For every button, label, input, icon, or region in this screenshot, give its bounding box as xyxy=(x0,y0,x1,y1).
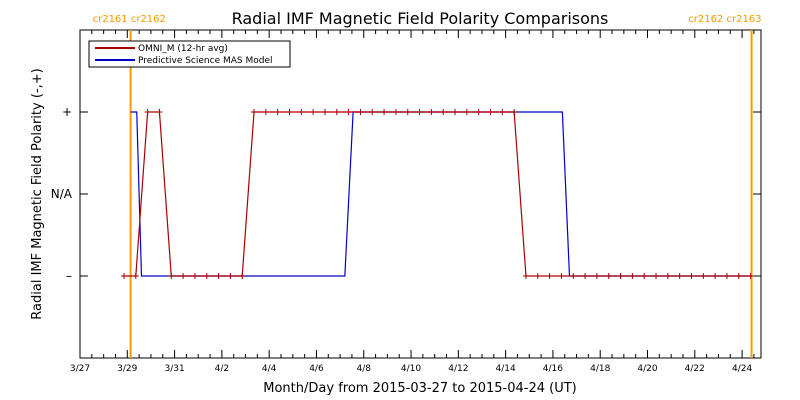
data-point-marker xyxy=(381,109,388,115)
x-tick-label: 4/16 xyxy=(543,364,563,374)
data-point-marker xyxy=(605,273,612,279)
plot-frame xyxy=(79,29,762,359)
data-point-marker xyxy=(676,273,683,279)
data-point-marker xyxy=(641,273,648,279)
series-line xyxy=(123,111,751,277)
data-point-marker xyxy=(534,273,541,279)
data-point-marker xyxy=(522,273,529,279)
carrington-label: cr2162 cr2163 xyxy=(688,14,761,25)
data-point-marker xyxy=(215,273,222,279)
carrington-labels: cr2161 cr2162 cr2162 cr2163 xyxy=(93,14,762,25)
y-level-label: N/A xyxy=(51,187,73,201)
data-point-marker xyxy=(700,273,707,279)
x-tick-label: 3/27 xyxy=(70,364,90,374)
data-point-marker xyxy=(428,109,435,115)
carrington-rotation-lines xyxy=(129,30,753,358)
data-point-marker xyxy=(239,273,246,279)
data-point-marker xyxy=(570,273,577,279)
data-point-marker xyxy=(723,273,730,279)
data-point-marker xyxy=(499,109,506,115)
data-point-marker xyxy=(463,109,470,115)
y-level-label: + xyxy=(62,105,72,119)
data-point-marker xyxy=(357,109,364,115)
data-point-marker xyxy=(144,109,151,115)
legend-box xyxy=(88,40,291,68)
x-tick-label: 4/4 xyxy=(262,364,277,374)
data-point-marker xyxy=(712,273,719,279)
data-point-marker xyxy=(168,273,175,279)
data-point-marker xyxy=(156,109,163,115)
legend-label-model: Predictive Science MAS Model xyxy=(138,56,273,66)
data-point-marker xyxy=(452,109,459,115)
data-point-marker xyxy=(191,273,198,279)
data-point-marker xyxy=(558,273,565,279)
data-point-marker xyxy=(132,273,139,279)
x-axis-label: Month/Day from 2015-03-27 to 2015-04-24 … xyxy=(263,381,576,396)
data-point-marker xyxy=(369,109,376,115)
data-point-marker xyxy=(664,273,671,279)
data-point-marker xyxy=(203,273,210,279)
legend: OMNI_M (12-hr avg) Predictive Science MA… xyxy=(88,40,291,68)
x-tick-label: 4/12 xyxy=(448,364,468,374)
data-point-marker xyxy=(392,109,399,115)
series-mas-model xyxy=(130,111,752,277)
data-point-marker xyxy=(298,109,305,115)
series-omni xyxy=(120,109,754,279)
data-point-marker xyxy=(286,109,293,115)
data-point-marker xyxy=(511,109,518,115)
data-point-marker xyxy=(416,109,423,115)
series-line xyxy=(130,111,752,277)
x-tick-label: 4/18 xyxy=(590,364,610,374)
data-point-marker xyxy=(333,109,340,115)
y-axis-ticks: + N/A – xyxy=(51,105,761,283)
x-tick-label: 3/29 xyxy=(117,364,137,374)
x-axis-ticks: 3/27 3/29 3/31 4/2 4/4 4/6 4/8 4/10 4/12 4/14 4/16… xyxy=(70,30,755,374)
data-point-marker xyxy=(345,109,352,115)
x-tick-label: 4/14 xyxy=(496,364,516,374)
data-point-marker xyxy=(582,273,589,279)
x-tick-label: 3/31 xyxy=(164,364,184,374)
legend-label-omni: OMNI_M (12-hr avg) xyxy=(138,44,228,54)
data-point-marker xyxy=(735,273,742,279)
data-point-marker xyxy=(629,273,636,279)
data-point-marker xyxy=(227,273,234,279)
data-point-marker xyxy=(404,109,411,115)
x-tick-label: 4/10 xyxy=(401,364,421,374)
x-tick-label: 4/24 xyxy=(732,364,752,374)
data-point-marker xyxy=(262,109,269,115)
x-tick-label: 4/22 xyxy=(685,364,705,374)
carrington-label: cr2161 cr2162 xyxy=(93,14,166,25)
data-point-marker xyxy=(487,109,494,115)
data-point-marker xyxy=(653,273,660,279)
data-point-marker xyxy=(440,109,447,115)
y-axis-label: Radial IMF Magnetic Field Polarity (-,+) xyxy=(30,68,45,319)
x-tick-label: 4/2 xyxy=(215,364,229,374)
y-level-label: – xyxy=(66,269,72,283)
data-point-marker xyxy=(251,109,258,115)
data-point-marker xyxy=(180,273,187,279)
data-point-marker xyxy=(274,109,281,115)
x-tick-label: 4/20 xyxy=(637,364,657,374)
data-point-marker xyxy=(617,273,624,279)
data-point-marker xyxy=(747,273,754,279)
data-point-marker xyxy=(546,273,553,279)
data-point-marker xyxy=(310,109,317,115)
data-point-marker xyxy=(688,273,695,279)
x-tick-label: 4/8 xyxy=(357,364,372,374)
data-point-marker xyxy=(321,109,328,115)
chart-title: Radial IMF Magnetic Field Polarity Compa… xyxy=(232,9,609,28)
x-tick-label: 4/6 xyxy=(309,364,324,374)
data-point-marker xyxy=(593,273,600,279)
data-point-marker xyxy=(475,109,482,115)
data-point-marker xyxy=(120,273,127,279)
